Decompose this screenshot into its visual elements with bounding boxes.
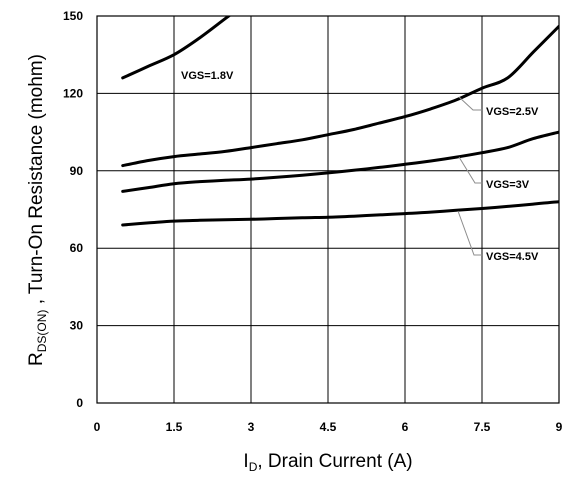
x-tick-label: 0 [94,420,101,434]
x-axis-title-subscript: D [249,460,258,474]
x-tick-labels: 0 1.5 3 4.5 6 7.5 9 [94,420,563,434]
x-axis-title-rest: , Drain Current (A) [257,451,412,472]
y-tick-label: 0 [76,396,83,410]
y-tick-labels: 0 30 60 90 120 150 [63,9,83,410]
annotation-leaders [457,96,483,256]
x-tick-label: 7.5 [474,420,491,434]
curves [121,16,559,227]
series-line-vgs-3 [121,130,559,193]
x-tick-label: 9 [556,420,563,434]
annotation-label-vgs-3: VGS=3V [486,179,530,191]
y-axis-title-subscript: DS(ON) [35,310,49,353]
series-line-vgs-4-5 [121,200,559,227]
y-tick-label: 30 [70,319,84,333]
y-tick-label: 120 [63,86,83,100]
x-tick-label: 4.5 [320,420,337,434]
y-axis-title: RDS(ON) , Turn-On Resistance (mohm) [26,54,49,366]
annotation-leader-vgs-2-5 [458,96,483,111]
x-tick-label: 3 [248,420,255,434]
x-tick-label: 6 [402,420,409,434]
plot-frame [96,15,560,404]
annotation-label-vgs-4-5: VGS=4.5V [486,251,539,263]
annotation-leader-vgs-3 [458,156,483,184]
grid [96,15,560,404]
annotation-leader-vgs-4-5 [457,210,483,256]
x-tick-label: 1.5 [166,420,183,434]
y-axis-title-rest: , Turn-On Resistance (mohm) [26,54,47,310]
y-tick-label: 60 [70,241,84,255]
y-tick-label: 150 [63,9,83,23]
y-tick-label: 90 [70,164,84,178]
series-line-vgs-1-8 [121,16,232,80]
x-axis-title-main: I [243,451,248,472]
annotations: VGS=1.8V VGS=2.5V VGS=3V VGS=4.5V [181,70,539,263]
x-axis-title: ID, Drain Current (A) [243,451,412,474]
annotation-label-vgs-1-8: VGS=1.8V [181,70,234,82]
y-axis-title-main: R [26,352,47,366]
series-line-vgs-2-5 [121,24,559,168]
annotation-label-vgs-2-5: VGS=2.5V [486,106,539,118]
